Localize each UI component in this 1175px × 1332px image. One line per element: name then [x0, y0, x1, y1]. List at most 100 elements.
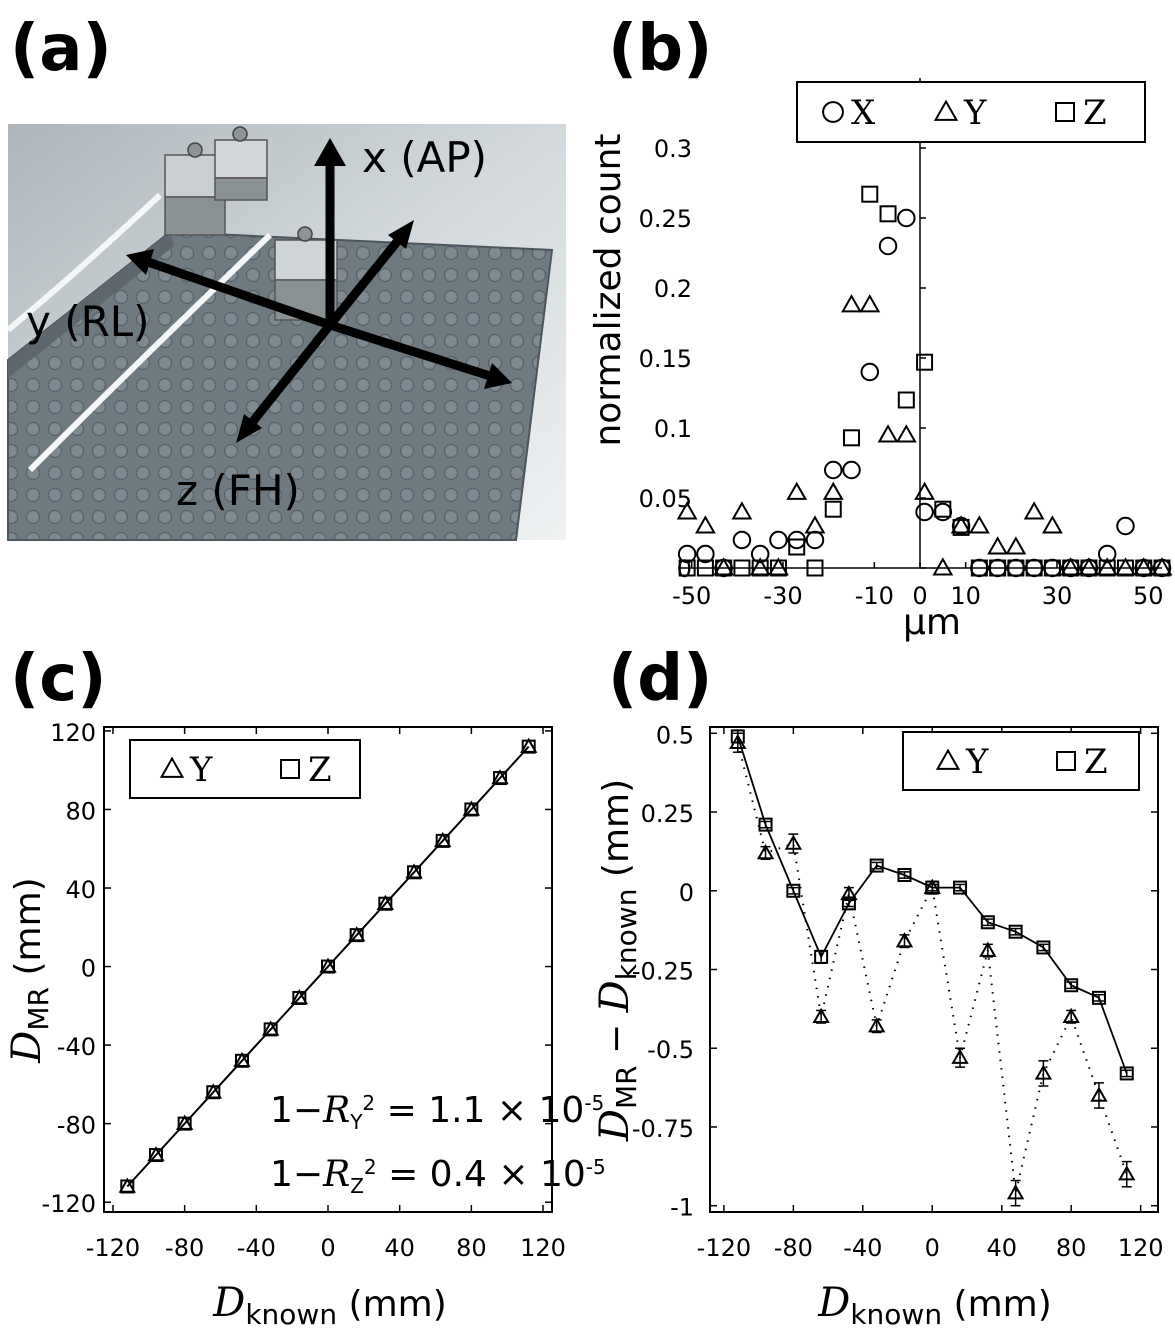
data-point-c-Z	[292, 990, 307, 1005]
legend-label-d-Z: Z	[1084, 742, 1108, 782]
data-point-b-Y	[676, 501, 698, 520]
x-axis-label-d: Dknown (mm)	[817, 1280, 1052, 1331]
data-point-b-X	[823, 460, 843, 480]
y-tick-label-b: 0.3	[654, 135, 692, 163]
data-point-c-Z	[234, 1053, 249, 1068]
data-point-b-Y	[822, 481, 844, 500]
photo-label-z: z (FH)	[176, 466, 300, 515]
data-point-b-Y	[1115, 557, 1136, 576]
y-tick-label-d: -1	[670, 1194, 694, 1222]
y-tick-label-c: 80	[65, 797, 96, 825]
axis-z-arrow-neg	[326, 235, 404, 328]
data-point-d-Z	[730, 729, 745, 744]
data-point-d-Z	[869, 858, 884, 873]
x-tick-label-c: 0	[320, 1234, 335, 1262]
x-tick-label-b: 0	[912, 582, 927, 610]
cable-2	[27, 232, 273, 473]
axis-z-arrow	[246, 322, 334, 428]
x-tick-label-d: -40	[843, 1234, 882, 1262]
data-point-c-Z	[493, 771, 508, 786]
data-point-b-Z	[806, 559, 824, 577]
data-point-b-Z	[879, 205, 897, 223]
data-point-b-X	[860, 362, 880, 382]
data-point-d-Z	[814, 949, 829, 964]
data-point-b-Z	[733, 559, 751, 577]
data-point-d-Y	[1006, 1184, 1025, 1200]
data-point-b-Y	[859, 294, 881, 313]
baseplate-edge	[8, 232, 174, 378]
data-point-b-X	[915, 502, 934, 522]
data-point-d-Z	[1008, 924, 1023, 939]
y-tick-label-c: 120	[50, 719, 96, 747]
y-tick-label-c: 40	[65, 876, 96, 904]
photo-label-y: y (RL)	[26, 297, 150, 346]
legend-marker-c-Z	[280, 759, 300, 779]
data-point-b-Z	[678, 559, 696, 577]
data-point-b-Y	[987, 536, 1009, 555]
y-axis-label-b: normalized count	[588, 133, 629, 446]
y-tick-label-d: -0.75	[632, 1115, 694, 1143]
data-point-c-Z	[407, 865, 422, 880]
x-tick-label-c: -120	[86, 1234, 140, 1262]
data-point-d-Y	[1118, 1165, 1136, 1181]
axis-y-arrowhead	[126, 249, 154, 275]
data-point-d-Z	[1064, 978, 1079, 993]
data-point-b-Z	[1062, 559, 1080, 577]
legend-marker-d-Z	[1056, 751, 1076, 771]
x-tick-label-c: -40	[237, 1234, 276, 1262]
data-point-c-Z	[120, 1179, 135, 1194]
y-tick-label-c: -40	[57, 1033, 96, 1061]
data-point-b-Z	[934, 500, 952, 518]
panel-label-d: (d)	[608, 642, 712, 716]
data-point-b-X	[769, 530, 788, 550]
data-point-b-X	[1116, 516, 1135, 536]
y-tick-label-c: -80	[57, 1112, 96, 1140]
data-point-b-X	[842, 460, 861, 480]
data-point-b-X	[696, 544, 715, 564]
plot-c: -120 -80 -40 0 40 80 120 -120 -80 -40 0 40 80 120 Dkno…	[4, 719, 606, 1331]
legend-label-d-Y: Y	[965, 742, 989, 782]
x-tick-label-c: 40	[384, 1234, 415, 1262]
marker-block-2	[214, 126, 268, 201]
y-tick-label-d: -0.5	[647, 1036, 694, 1064]
x-tick-label-b: 10	[950, 582, 981, 610]
data-point-d-Z	[897, 868, 912, 883]
y-tick-label-b: 0.2	[654, 275, 692, 303]
data-point-b-Y	[841, 294, 862, 313]
data-point-b-X	[732, 530, 752, 550]
y-tick-label-b: 0.1	[654, 415, 692, 443]
legend-marker-b-Y	[933, 99, 959, 121]
data-point-b-Z	[1135, 559, 1153, 577]
data-point-b-Z	[1153, 559, 1171, 577]
data-point-b-Y	[877, 424, 899, 443]
data-point-d-Z	[841, 896, 856, 911]
y-tick-label-c: -120	[42, 1190, 96, 1218]
data-point-d-Z	[953, 880, 968, 895]
data-point-b-Z	[696, 559, 714, 577]
annotation-c-1: 1−RZ2 = 0.4 × 10-5	[270, 1154, 606, 1198]
data-point-b-Z	[861, 185, 879, 203]
series-line-d-Y	[736, 742, 1128, 1194]
data-point-b-Y	[1041, 515, 1063, 534]
panel-label-a: (a)	[10, 12, 112, 86]
data-point-b-X	[805, 530, 825, 550]
legend-marker-b-X	[822, 101, 844, 123]
data-point-b-Z	[715, 559, 733, 577]
data-point-c-Z	[321, 959, 335, 974]
data-point-b-Y	[786, 481, 808, 500]
data-point-d-Y	[812, 1007, 830, 1023]
data-point-b-X	[878, 236, 898, 256]
data-point-d-Z	[1119, 1066, 1134, 1081]
x-axis-label-c: Dknown (mm)	[212, 1280, 447, 1331]
data-point-b-Z	[952, 518, 970, 536]
x-tick-label-d: 120	[1118, 1234, 1164, 1262]
x-axis-label-b: μm	[903, 602, 961, 643]
x-tick-label-d: 80	[1056, 1234, 1087, 1262]
data-point-d-Y	[868, 1017, 886, 1033]
x-tick-label-b: -30	[763, 582, 802, 610]
data-point-b-Z	[1043, 559, 1061, 577]
fit-line-c	[126, 745, 530, 1188]
coordinate-axes	[126, 138, 512, 443]
